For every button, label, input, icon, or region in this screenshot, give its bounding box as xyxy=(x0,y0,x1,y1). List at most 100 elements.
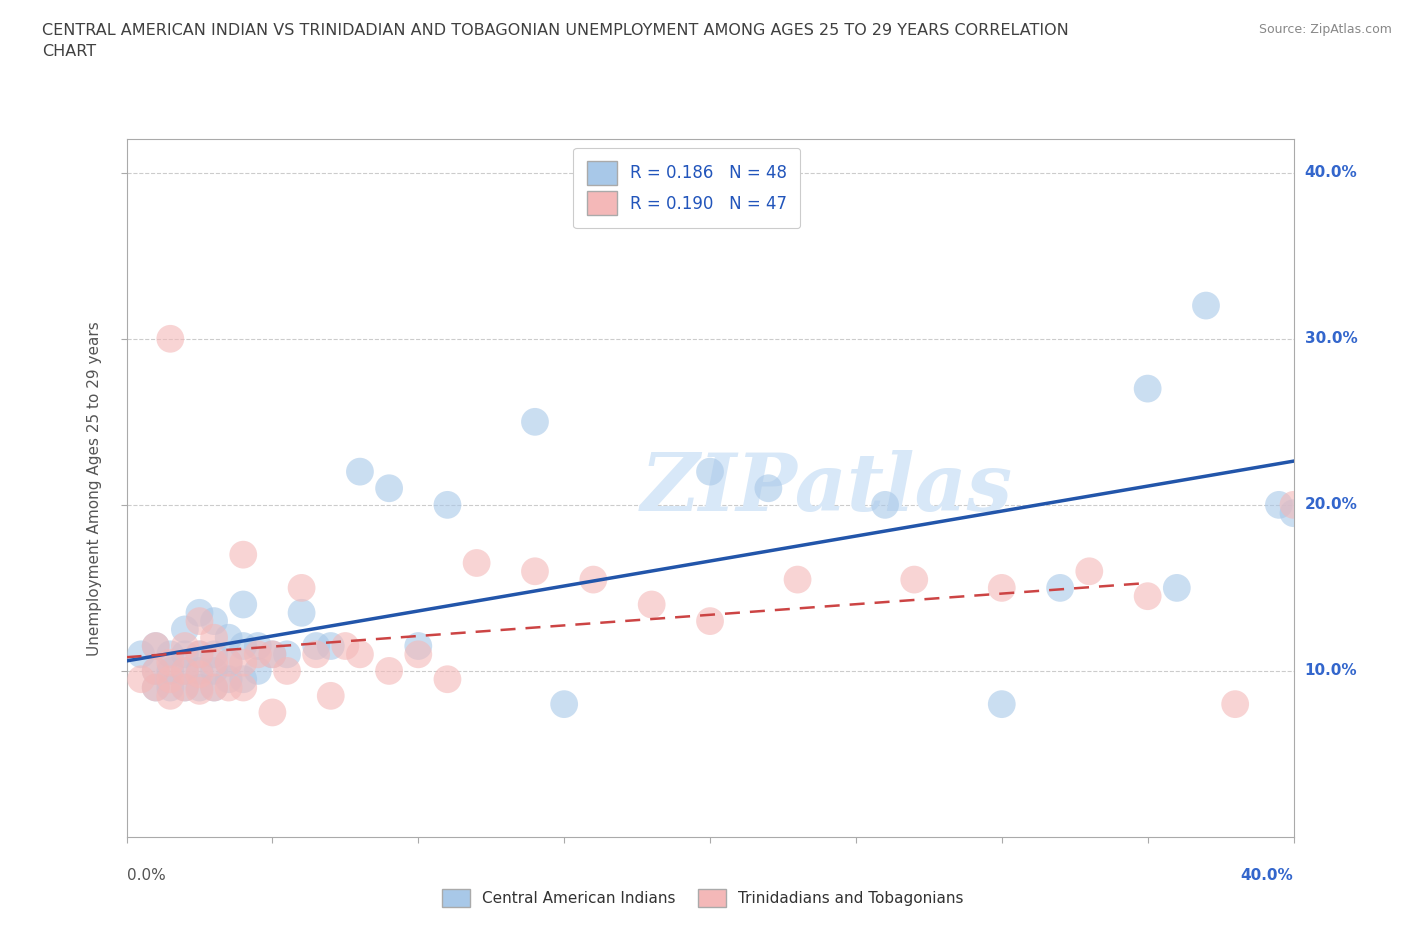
Point xyxy=(699,464,721,479)
Point xyxy=(202,655,225,670)
Point xyxy=(1049,580,1071,595)
Text: 40.0%: 40.0% xyxy=(1240,868,1294,883)
Point xyxy=(159,655,181,670)
Point xyxy=(129,671,152,686)
Point xyxy=(174,680,197,695)
Point xyxy=(290,580,312,595)
Point xyxy=(174,663,197,678)
Point xyxy=(408,647,430,662)
Point xyxy=(305,647,328,662)
Point xyxy=(145,663,167,678)
Point xyxy=(378,481,401,496)
Point xyxy=(188,605,211,620)
Point xyxy=(218,655,240,670)
Point xyxy=(232,639,254,654)
Point xyxy=(145,639,167,654)
Point xyxy=(188,684,211,698)
Point xyxy=(582,572,605,587)
Point xyxy=(232,547,254,562)
Point xyxy=(408,639,430,654)
Point xyxy=(188,667,211,682)
Point xyxy=(990,697,1012,711)
Point xyxy=(188,647,211,662)
Point xyxy=(335,639,357,654)
Point xyxy=(699,614,721,629)
Point xyxy=(990,580,1012,595)
Y-axis label: Unemployment Among Ages 25 to 29 years: Unemployment Among Ages 25 to 29 years xyxy=(87,321,103,656)
Point xyxy=(145,663,167,678)
Point xyxy=(262,647,284,662)
Point xyxy=(903,572,925,587)
Point xyxy=(349,647,371,662)
Point xyxy=(1195,299,1218,313)
Point xyxy=(145,680,167,695)
Point xyxy=(262,705,284,720)
Point xyxy=(174,663,197,678)
Text: 20.0%: 20.0% xyxy=(1305,498,1358,512)
Point xyxy=(202,680,225,695)
Point xyxy=(1223,697,1246,711)
Point xyxy=(232,680,254,695)
Point xyxy=(246,647,269,662)
Point xyxy=(465,555,488,570)
Point xyxy=(188,663,211,678)
Legend: Central American Indians, Trinidadians and Tobagonians: Central American Indians, Trinidadians a… xyxy=(436,884,970,913)
Point xyxy=(290,605,312,620)
Point xyxy=(174,639,197,654)
Point xyxy=(1136,381,1159,396)
Point xyxy=(188,647,211,662)
Text: Source: ZipAtlas.com: Source: ZipAtlas.com xyxy=(1258,23,1392,36)
Point xyxy=(786,572,808,587)
Point xyxy=(159,647,181,662)
Point xyxy=(436,671,458,686)
Point xyxy=(1282,506,1305,521)
Point xyxy=(202,647,225,662)
Text: 30.0%: 30.0% xyxy=(1305,331,1357,346)
Point xyxy=(436,498,458,512)
Point xyxy=(188,614,211,629)
Point xyxy=(553,697,575,711)
Legend: R = 0.186   N = 48, R = 0.190   N = 47: R = 0.186 N = 48, R = 0.190 N = 47 xyxy=(574,148,800,229)
Point xyxy=(1136,589,1159,604)
Point xyxy=(145,639,167,654)
Point xyxy=(246,639,269,654)
Point xyxy=(305,639,328,654)
Text: 0.0%: 0.0% xyxy=(127,868,166,883)
Point xyxy=(159,671,181,686)
Point xyxy=(378,663,401,678)
Point xyxy=(349,464,371,479)
Point xyxy=(276,647,298,662)
Text: 10.0%: 10.0% xyxy=(1305,663,1357,678)
Point xyxy=(1078,564,1101,578)
Point xyxy=(319,639,342,654)
Point xyxy=(232,655,254,670)
Text: 40.0%: 40.0% xyxy=(1305,166,1357,180)
Text: ZIPatlas: ZIPatlas xyxy=(641,449,1012,527)
Point xyxy=(202,680,225,695)
Point xyxy=(174,680,197,695)
Point xyxy=(159,680,181,695)
Point xyxy=(1268,498,1291,512)
Point xyxy=(246,663,269,678)
Point xyxy=(218,631,240,645)
Point xyxy=(145,680,167,695)
Point xyxy=(276,663,298,678)
Point xyxy=(232,671,254,686)
Point xyxy=(1282,498,1305,512)
Point xyxy=(159,663,181,678)
Point xyxy=(232,597,254,612)
Point xyxy=(319,688,342,703)
Point xyxy=(524,564,547,578)
Point xyxy=(129,647,152,662)
Point xyxy=(159,688,181,703)
Point xyxy=(262,647,284,662)
Text: CENTRAL AMERICAN INDIAN VS TRINIDADIAN AND TOBAGONIAN UNEMPLOYMENT AMONG AGES 25: CENTRAL AMERICAN INDIAN VS TRINIDADIAN A… xyxy=(42,23,1069,60)
Point xyxy=(875,498,897,512)
Point xyxy=(524,415,547,430)
Point xyxy=(1166,580,1188,595)
Point xyxy=(174,647,197,662)
Point xyxy=(218,655,240,670)
Point xyxy=(159,331,181,346)
Point xyxy=(202,663,225,678)
Point xyxy=(640,597,664,612)
